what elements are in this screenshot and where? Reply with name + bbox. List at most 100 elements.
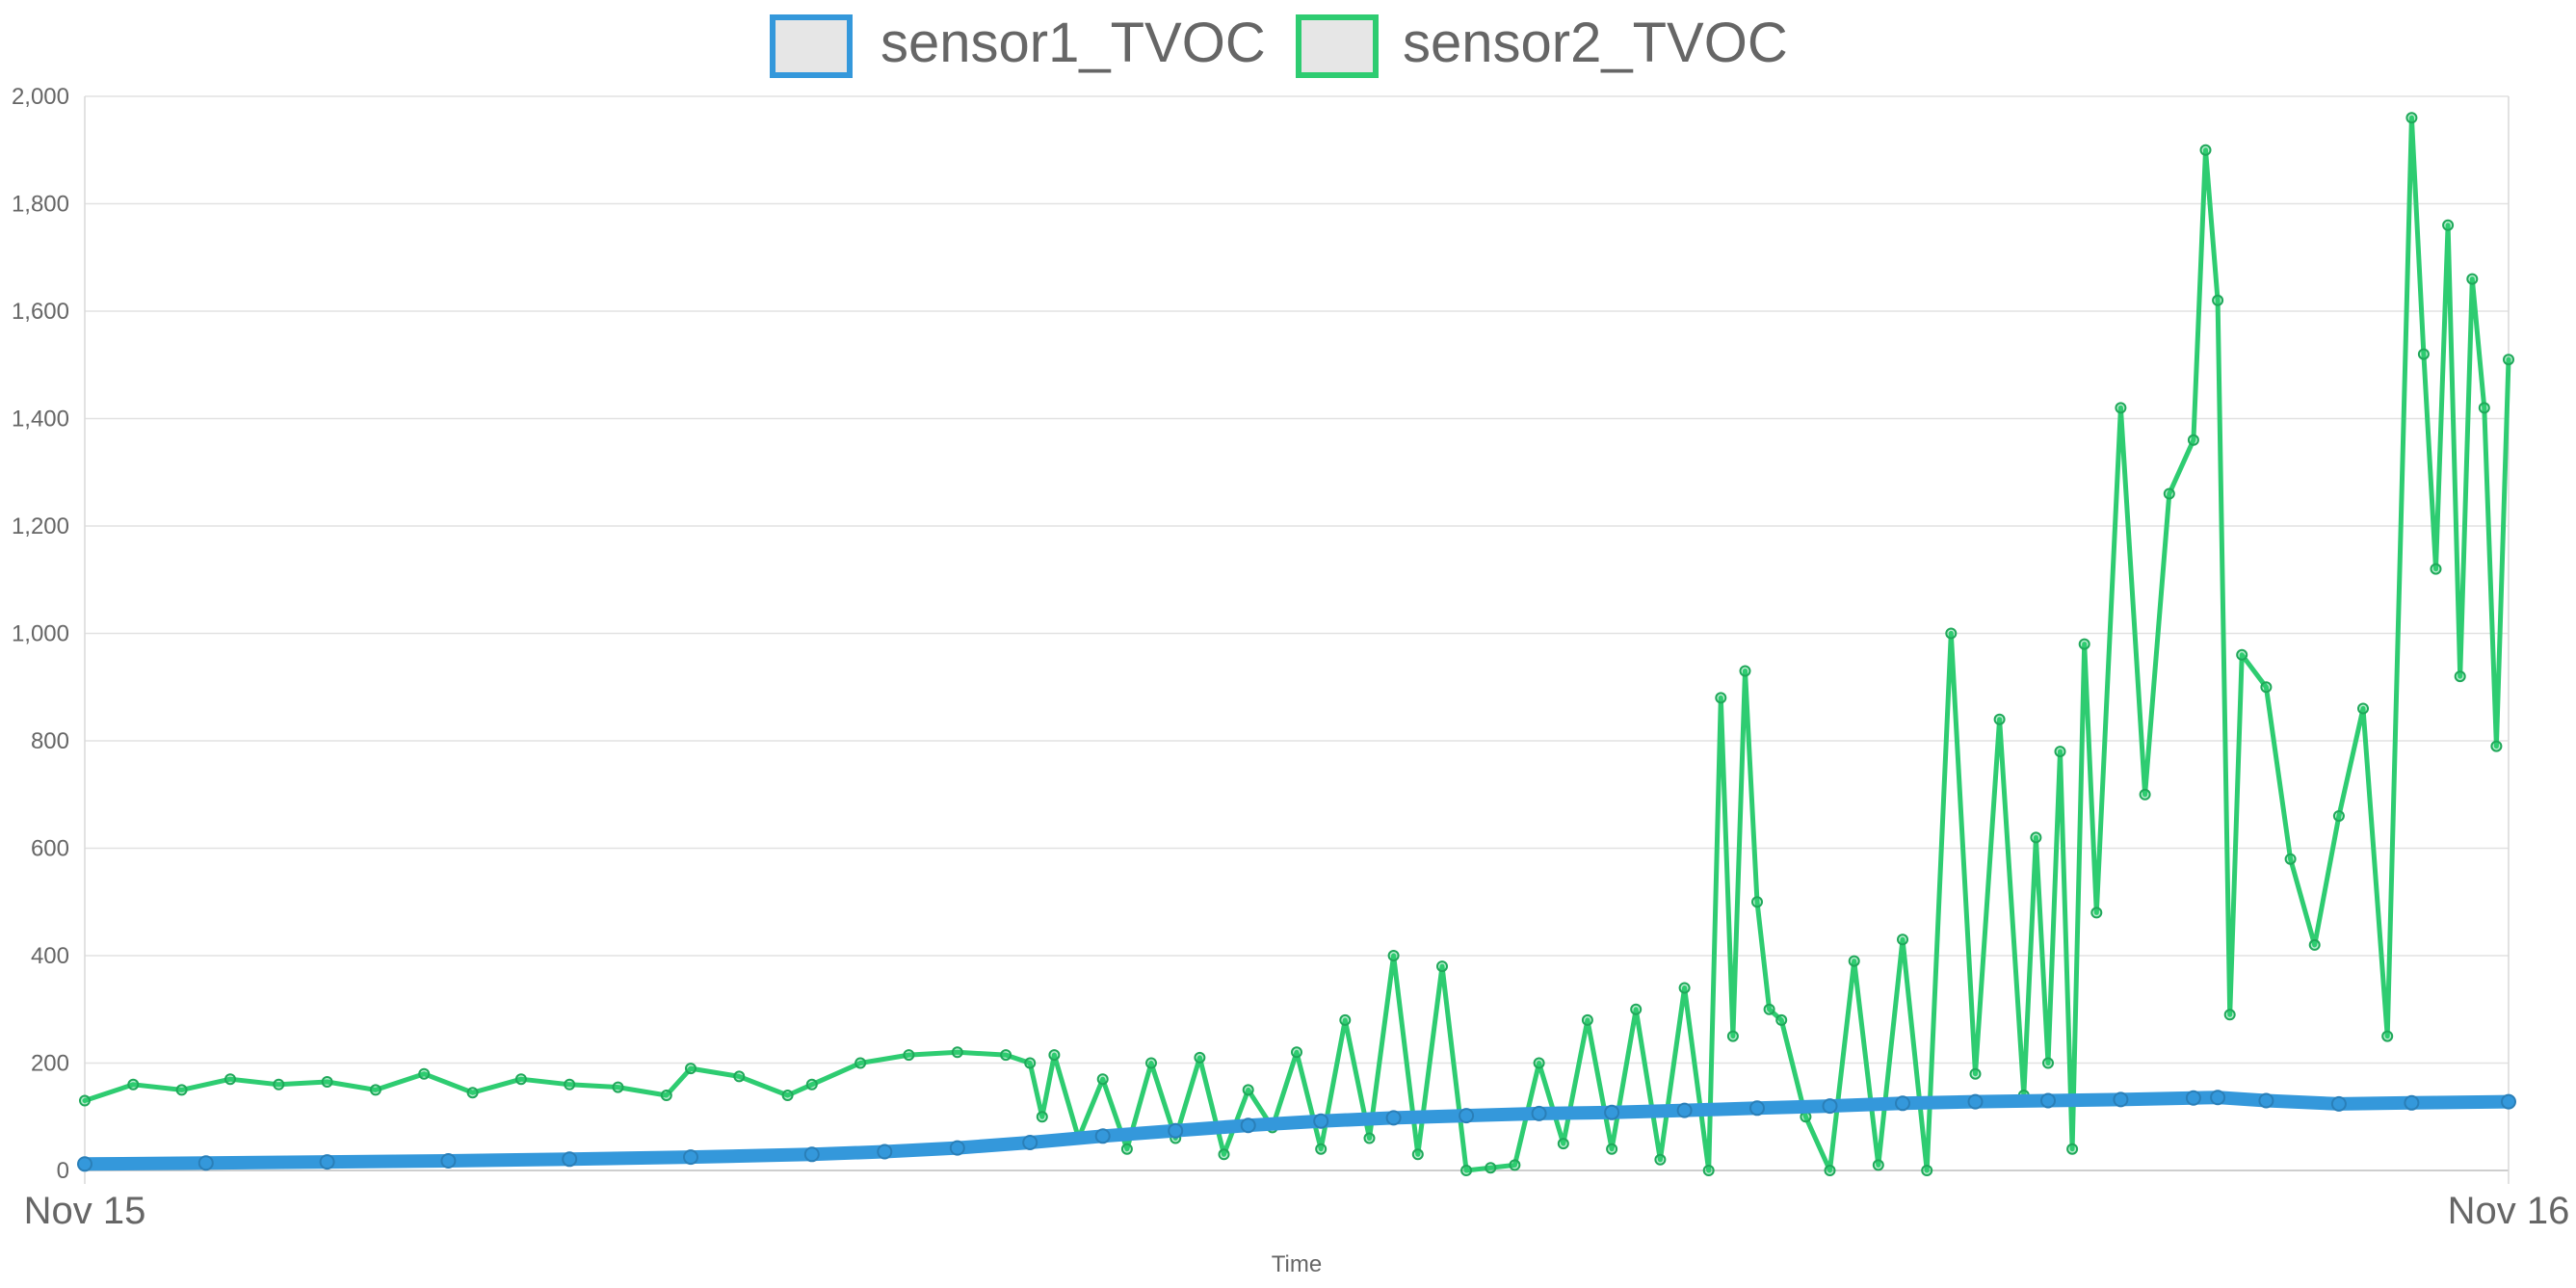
sensor2-point [1339, 1013, 1352, 1026]
sensor1-point [77, 1156, 92, 1172]
sensor2-point [2223, 1009, 2236, 1021]
sensor1-point [2330, 1095, 2347, 1112]
sensor2-point [685, 1063, 697, 1075]
sensor2-point [2284, 853, 2297, 865]
y-tick-label: 800 [31, 728, 69, 754]
sensor2-point [2042, 1057, 2054, 1069]
sensor2-point [1096, 1073, 1109, 1086]
sensor1-point [1749, 1100, 1765, 1117]
x-tick-label: Nov 16 [2448, 1190, 2570, 1232]
y-tick-label: 600 [31, 836, 69, 862]
sensor2-point [2199, 144, 2212, 156]
sensor1-point [2210, 1090, 2226, 1106]
sensor2-point [1969, 1067, 1982, 1080]
sensor2-point [2381, 1030, 2394, 1042]
sensor2-point [273, 1078, 285, 1091]
sensor2-point [514, 1073, 527, 1086]
legend-swatch [1296, 14, 1379, 78]
y-tick-label: 1,600 [12, 299, 69, 325]
sensor2-point [2212, 294, 2224, 306]
sensor1-point [1094, 1128, 1111, 1144]
sensor2-point [805, 1078, 818, 1091]
sensor2-point [2308, 938, 2321, 951]
sensor2-line [82, 115, 2511, 1173]
sensor1-point [949, 1140, 965, 1156]
sensor2-point [2430, 563, 2442, 575]
sensor2-point [1654, 1153, 1667, 1166]
sensor1-point [1676, 1102, 1693, 1118]
sensor2-point [466, 1087, 479, 1099]
legend-swatch [770, 14, 853, 78]
sensor1-point [1168, 1122, 1184, 1139]
sensor1-point [2258, 1092, 2274, 1109]
sensor2-point [1775, 1013, 1788, 1026]
sensor2-point [1872, 1159, 1884, 1171]
sensor2-point [1436, 960, 1448, 973]
sensor2-point [1715, 692, 1727, 704]
sensor2-point [2139, 788, 2151, 801]
sensor2-point [2478, 402, 2490, 414]
sensor2-point [1194, 1051, 1206, 1064]
sensor2-point [1120, 1143, 1133, 1155]
sensor2-point [2405, 112, 2418, 124]
sensor1-point [2113, 1091, 2129, 1108]
x-tick-label: Nov 15 [24, 1190, 146, 1232]
sensor1-point [2404, 1094, 2420, 1111]
sensor2-point [1678, 982, 1691, 994]
sensor1-point [1822, 1098, 1838, 1115]
legend-label: sensor1_TVOC [881, 12, 1266, 74]
sensor2-point [2466, 273, 2479, 285]
sensor2-point [1726, 1030, 1739, 1042]
sensor2-point [1218, 1148, 1230, 1161]
sensor2-point [1036, 1111, 1048, 1123]
plot-area [77, 112, 2516, 1176]
sensor1-point [1459, 1108, 1475, 1124]
sensor1-point [319, 1154, 335, 1170]
sensor2-point [2417, 348, 2430, 360]
sensor1-point [1967, 1093, 1984, 1110]
sensor1-point [1604, 1104, 1620, 1120]
sensor2-point [1897, 933, 1908, 946]
legend: sensor1_TVOC sensor2_TVOC [770, 12, 1788, 78]
sensor2-point [1581, 1013, 1593, 1026]
sensor1-point [877, 1143, 893, 1160]
sensor2-point [1291, 1046, 1302, 1059]
sensor2-point [1242, 1084, 1254, 1096]
sensor2-point [2357, 702, 2369, 715]
sensor2-point [2490, 740, 2503, 752]
grid-lines [84, 95, 2510, 1184]
sensor2-point [2066, 1143, 2079, 1155]
sensor1-point [1313, 1113, 1329, 1129]
y-tick-label: 0 [57, 1158, 69, 1184]
sensor2-point [1363, 1132, 1376, 1144]
sensor2-point [1751, 896, 1763, 908]
sensor2-point [369, 1084, 381, 1096]
sensor2-point [1145, 1057, 1157, 1069]
sensor2-point [903, 1049, 915, 1062]
y-tick-label: 1,000 [12, 621, 69, 647]
sensor1-point [1385, 1110, 1402, 1126]
sensor1-point [683, 1149, 698, 1166]
sensor2-point [2236, 648, 2248, 661]
sensor2-point [2078, 638, 2090, 650]
sensor1-point [2501, 1093, 2516, 1110]
sensor2-point [1824, 1165, 1836, 1176]
sensor2-point [2054, 746, 2066, 758]
sensor2-point [1533, 1057, 1545, 1069]
sensor2-point [1485, 1162, 1497, 1174]
sensor2-point [1606, 1143, 1618, 1155]
sensor2-point [2454, 670, 2466, 683]
sensor1-point [440, 1153, 457, 1169]
axes: 0 200 400 600 800 1,000 1,200 1,400 1,600 1,800 2,… [12, 84, 2569, 1232]
sensor2-point [781, 1090, 794, 1101]
sensor2-point [1048, 1049, 1061, 1062]
sensor2-point [2332, 810, 2345, 822]
sensor1-point [1895, 1095, 1910, 1112]
sensor2-point [79, 1094, 91, 1107]
sensor2-point [1848, 955, 1860, 967]
sensor2-point [1024, 1057, 1037, 1069]
sensor2-point [1921, 1165, 1933, 1176]
sensor1-point [562, 1151, 578, 1168]
